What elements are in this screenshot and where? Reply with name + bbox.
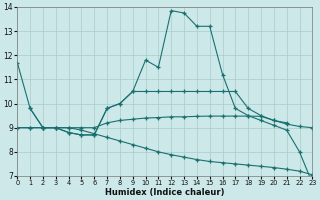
X-axis label: Humidex (Indice chaleur): Humidex (Indice chaleur)	[105, 188, 225, 197]
